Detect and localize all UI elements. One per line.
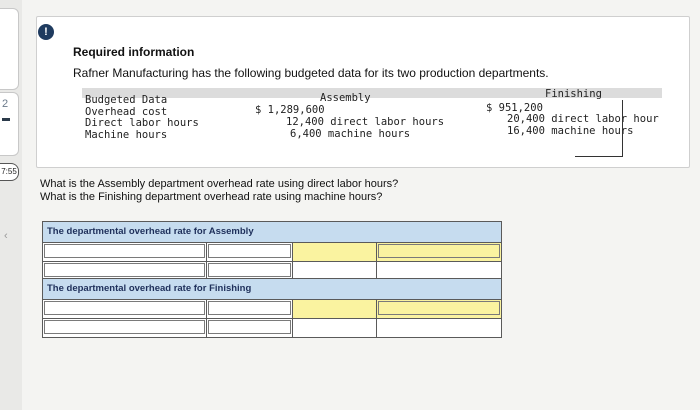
finishing-machine-hours: 16,400 machine hours (507, 125, 634, 137)
assembly-overhead: $ 1,289,600 (255, 104, 325, 116)
answer-header-assembly: The departmental overhead rate for Assem… (43, 222, 501, 243)
answer-table-finishing: The departmental overhead rate for Finis… (42, 278, 502, 338)
question-number: 2 (2, 98, 9, 110)
question-finishing: What is the Finishing department overhea… (40, 191, 383, 203)
intro-text: Rafner Manufacturing has the following b… (73, 66, 549, 80)
row-label-machine-hours: Machine hours (85, 129, 168, 141)
denominator-value-input[interactable] (207, 319, 293, 337)
question-assembly: What is the Assembly department overhead… (40, 178, 399, 190)
denominator-label-input[interactable] (43, 319, 207, 337)
answer-row (43, 243, 501, 262)
assembly-direct-labor: 12,400 direct labor hours (286, 116, 445, 128)
numerator-value-input[interactable] (207, 300, 293, 318)
rate-input-finishing[interactable] (293, 300, 377, 318)
row-label-direct-labor: Direct labor hours (85, 117, 199, 129)
rate-unit-input-assembly[interactable] (377, 243, 501, 261)
numerator-label-input[interactable] (43, 243, 207, 261)
questions-block: What is the Assembly department overhead… (40, 178, 398, 204)
text-cursor-underline (575, 156, 623, 157)
finishing-direct-labor: 20,400 direct labor hour (507, 113, 659, 125)
rate-input-assembly[interactable] (293, 243, 377, 261)
empty-cell (377, 319, 501, 337)
row-label-overhead: Overhead cost (85, 106, 168, 118)
numerator-value-input[interactable] (207, 243, 293, 261)
assembly-machine-hours: 6,400 machine hours (290, 128, 411, 140)
answer-header-finishing: The departmental overhead rate for Finis… (43, 279, 501, 300)
answer-row (43, 262, 501, 280)
sidebar-tab-current[interactable] (0, 92, 19, 156)
column-finishing: Finishing (545, 88, 602, 100)
sidebar-tab[interactable] (0, 8, 19, 90)
finishing-overhead: $ 951,200 (486, 102, 543, 114)
answer-row (43, 319, 501, 337)
chevron-left-icon[interactable]: ‹ (4, 230, 8, 242)
text-cursor (622, 100, 623, 156)
answer-table-assembly: The departmental overhead rate for Assem… (42, 221, 502, 281)
answer-row (43, 300, 501, 319)
numerator-label-input[interactable] (43, 300, 207, 318)
alert-icon: ! (38, 24, 54, 40)
current-indicator (2, 118, 10, 121)
column-assembly: Assembly (320, 92, 371, 104)
empty-cell (293, 319, 377, 337)
denominator-label-input[interactable] (43, 262, 207, 280)
timer-badge: 7:55 (0, 163, 19, 181)
rate-unit-input-finishing[interactable] (377, 300, 501, 318)
denominator-value-input[interactable] (207, 262, 293, 280)
empty-cell (293, 262, 377, 280)
budget-header-label: Budgeted Data (85, 94, 168, 106)
required-information-title: Required information (73, 45, 195, 59)
left-sidebar: 2 7:55 ‹ (0, 0, 22, 410)
budget-header-band (82, 88, 662, 98)
